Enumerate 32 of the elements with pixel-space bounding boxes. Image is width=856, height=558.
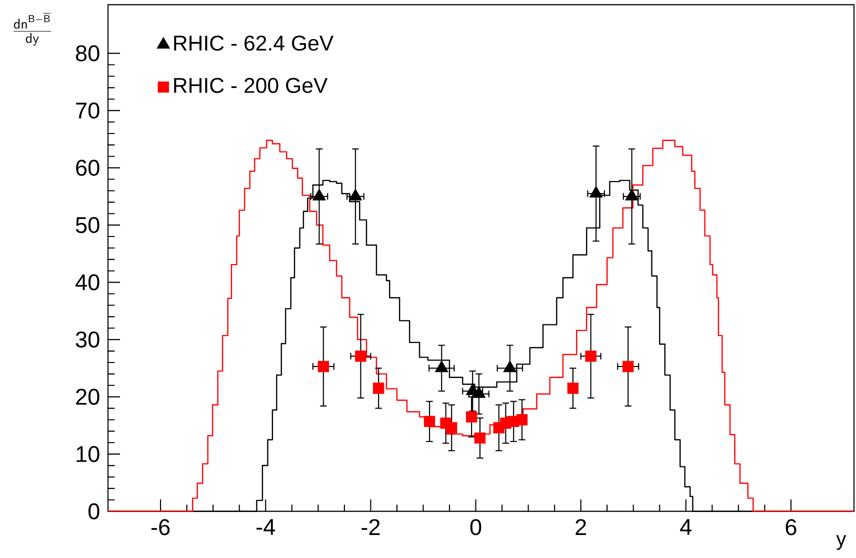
point [355, 350, 366, 362]
point [434, 360, 448, 372]
point [567, 382, 579, 394]
x-tick-label: 6 [786, 519, 796, 536]
point [372, 382, 384, 394]
y-tick-label: 70 [76, 102, 100, 119]
y-tick-label: 0 [88, 503, 100, 520]
y-tick-label: 60 [76, 160, 100, 176]
point [318, 360, 329, 372]
y-tick-label: 20 [76, 388, 100, 405]
y-tick-label: 80 [76, 45, 100, 62]
point [446, 422, 458, 434]
y-tick-label: 40 [75, 274, 100, 290]
legend-label: RHIC - 62.4 GeV [174, 36, 334, 51]
point [516, 414, 528, 426]
y-tick-label: 10 [76, 446, 100, 462]
y-tick-label: 50 [76, 217, 100, 234]
x-tick-label: -2 [362, 519, 380, 535]
x-tick-label: 4 [680, 519, 692, 535]
x-tick-label: -4 [256, 519, 276, 535]
x-tick-label: 2 [576, 519, 586, 535]
point [622, 360, 634, 372]
y-axis-title: $\frac{\mathsf{dn}^{\mathsf{B}\mathsf{-}\overline{\mathsf{B}}}}{\mathsf{dy}}$ [13, 13, 52, 46]
x-tick-label: -6 [151, 519, 170, 536]
point [474, 432, 486, 444]
legend-label: RHIC - 200 GeV [174, 78, 328, 93]
point [503, 360, 517, 372]
x-axis-title: y [836, 535, 846, 550]
y-tick-label: 30 [76, 332, 100, 348]
point [585, 350, 596, 362]
point [424, 416, 436, 428]
x-tick-label: 0 [470, 519, 482, 536]
